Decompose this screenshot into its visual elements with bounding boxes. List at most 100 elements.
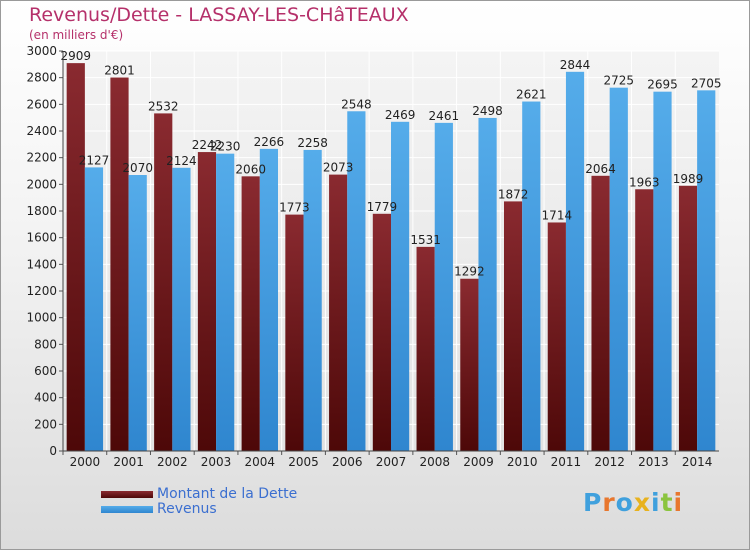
legend-item-dette: Montant de la Dette xyxy=(101,487,297,502)
y-tick-label: 1200 xyxy=(26,284,57,298)
x-tick-label: 2003 xyxy=(201,455,232,469)
legend-label-dette: Montant de la Dette xyxy=(157,486,298,502)
data-label: 2230 xyxy=(210,140,241,154)
y-tick-label: 0 xyxy=(49,444,57,458)
bar-revenus xyxy=(609,87,628,452)
data-label: 2621 xyxy=(516,88,547,102)
bar-dette xyxy=(591,175,610,452)
y-tick-label: 800 xyxy=(34,337,57,351)
bar-revenus xyxy=(434,122,453,451)
bar-revenus xyxy=(172,167,191,452)
y-tick-label: 3000 xyxy=(26,44,57,58)
data-label: 2548 xyxy=(341,97,372,111)
bar-revenus xyxy=(84,167,104,451)
logo-letter: x xyxy=(633,488,651,517)
data-label: 2469 xyxy=(385,108,416,122)
y-tick-label: 1000 xyxy=(26,311,57,325)
data-label: 2242 xyxy=(192,138,223,152)
data-label: 2124 xyxy=(166,154,197,168)
x-tick-label: 2011 xyxy=(551,455,582,469)
x-tick-label: 2009 xyxy=(463,455,494,469)
x-tick-label: 2002 xyxy=(157,455,188,469)
bar-dette xyxy=(154,113,173,452)
bar-dette xyxy=(329,174,348,451)
x-tick-label: 2001 xyxy=(113,455,144,469)
y-tick-label: 2400 xyxy=(26,124,57,138)
logo-letter: t xyxy=(660,488,674,517)
y-tick-label: 200 xyxy=(34,417,57,431)
data-label: 2266 xyxy=(254,135,285,149)
x-tick-label: 2004 xyxy=(245,455,276,469)
x-tick-label: 2000 xyxy=(70,455,101,469)
chart-subtitle: (en milliers d'€) xyxy=(29,28,124,42)
bar-revenus xyxy=(128,175,147,451)
data-label: 2532 xyxy=(148,99,179,113)
legend: Montant de la Dette Revenus xyxy=(101,487,297,517)
bar-dette xyxy=(66,63,85,452)
y-tick-label: 2800 xyxy=(26,71,57,85)
y-tick-label: 400 xyxy=(34,391,57,405)
legend-item-revenus: Revenus xyxy=(101,502,297,517)
y-tick-label: 2600 xyxy=(26,97,57,111)
bar-dette xyxy=(460,278,479,451)
logo-letter: i xyxy=(673,488,684,517)
data-label: 2070 xyxy=(122,161,153,175)
x-tick-label: 2013 xyxy=(638,455,669,469)
x-tick-label: 2006 xyxy=(332,455,363,469)
bar-dette xyxy=(285,214,304,451)
y-tick-label: 1800 xyxy=(26,204,57,218)
bar-revenus xyxy=(478,117,497,451)
bar-revenus xyxy=(697,90,716,451)
legend-label-revenus: Revenus xyxy=(157,501,217,517)
y-tick-label: 600 xyxy=(34,364,57,378)
data-label: 1714 xyxy=(542,208,573,222)
legend-swatch-dette xyxy=(101,491,153,498)
bar-revenus xyxy=(216,153,235,451)
bar-revenus xyxy=(347,111,366,452)
bar-revenus xyxy=(391,121,410,452)
x-tick-label: 2005 xyxy=(288,455,319,469)
x-tick-label: 2010 xyxy=(507,455,538,469)
data-label: 1292 xyxy=(454,265,485,279)
bar-dette xyxy=(197,152,217,452)
bar-revenus xyxy=(303,149,322,451)
bar-dette xyxy=(635,189,654,451)
data-label: 2695 xyxy=(647,78,678,92)
data-label: 1872 xyxy=(498,187,529,201)
bar-dette xyxy=(241,176,260,452)
y-tick-label: 2200 xyxy=(26,151,57,165)
bar-revenus xyxy=(565,71,585,452)
logo-letter: r xyxy=(602,488,616,517)
data-label: 2127 xyxy=(79,153,110,167)
data-label: 1989 xyxy=(673,172,704,186)
x-tick-label: 2012 xyxy=(594,455,625,469)
bar-dette xyxy=(678,185,698,452)
data-label: 2801 xyxy=(104,64,135,78)
data-label: 2060 xyxy=(235,162,266,176)
bar-dette xyxy=(110,77,129,452)
y-tick-label: 1400 xyxy=(26,257,57,271)
data-label: 1773 xyxy=(279,201,310,215)
logo-letter: i xyxy=(651,488,661,517)
data-label: 1779 xyxy=(367,200,398,214)
bar-dette xyxy=(547,222,566,451)
x-tick-label: 2007 xyxy=(376,455,407,469)
bar-dette xyxy=(372,213,391,451)
proxiti-logo: Proxiti xyxy=(583,488,683,517)
y-tick-label: 2000 xyxy=(26,177,57,191)
data-label: 2844 xyxy=(560,58,591,72)
data-label: 2498 xyxy=(472,104,503,118)
data-label: 2725 xyxy=(603,74,634,88)
x-tick-label: 2008 xyxy=(419,455,450,469)
legend-swatch-revenus xyxy=(101,506,153,513)
data-label: 2258 xyxy=(297,136,328,150)
data-label: 1963 xyxy=(629,175,660,189)
chart-title: Revenus/Dette - LASSAY-LES-CHâTEAUX xyxy=(29,4,409,26)
bar-dette xyxy=(416,246,435,451)
bar-revenus xyxy=(259,148,278,451)
data-label: 2064 xyxy=(585,162,616,176)
data-label: 2073 xyxy=(323,161,354,175)
y-tick-label: 1600 xyxy=(26,231,57,245)
